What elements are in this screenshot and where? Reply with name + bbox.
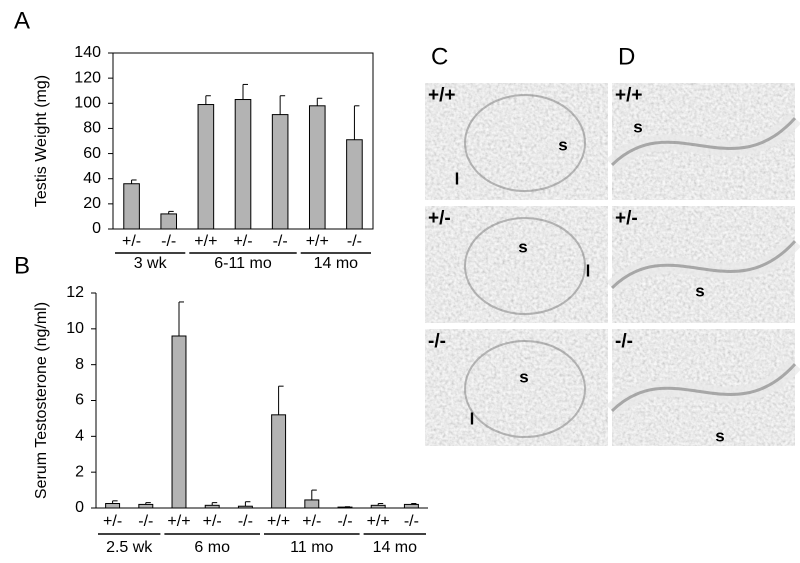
micrograph	[425, 206, 608, 323]
y-tick-label: 60	[83, 145, 101, 162]
x-tick-label: +/+	[167, 513, 190, 530]
group-label: 14 mo	[373, 539, 418, 556]
bar	[271, 414, 287, 509]
x-tick-label: -/-	[337, 513, 352, 530]
tubule	[464, 340, 586, 438]
bar	[237, 505, 253, 509]
bar	[197, 104, 215, 230]
panel-label: B	[14, 252, 30, 279]
bar	[308, 105, 326, 230]
region-mark: s	[633, 117, 642, 136]
region-mark: s	[558, 135, 567, 154]
y-tick-label: 6	[75, 392, 84, 409]
duct-wall	[610, 117, 797, 166]
y-tick-label: 80	[83, 120, 101, 137]
genotype-label: +/-	[428, 208, 451, 229]
genotype-label: +/-	[615, 208, 638, 229]
panel-label: A	[14, 7, 30, 34]
y-tick-label: 100	[74, 95, 101, 112]
duct-wall	[610, 363, 797, 412]
bar	[304, 499, 320, 509]
group-label: 3 wk	[134, 255, 168, 272]
group-label: 11 mo	[290, 539, 333, 556]
region-mark: s	[519, 367, 528, 386]
tubule	[464, 217, 586, 315]
x-tick-label: +/-	[233, 233, 252, 250]
micrograph	[425, 83, 608, 200]
x-tick-label: +/+	[306, 233, 329, 250]
micrograph	[425, 329, 608, 446]
bar	[403, 503, 419, 509]
y-tick-label: 0	[92, 220, 101, 237]
genotype-label: -/-	[428, 331, 446, 352]
genotype-label: +/+	[428, 85, 455, 106]
group-label: 2.5 wk	[106, 539, 153, 556]
bar	[346, 139, 363, 230]
y-tick-label: 0	[75, 499, 84, 516]
region-mark: s	[518, 237, 527, 256]
bar	[138, 503, 154, 509]
y-tick-label: 12	[66, 284, 84, 301]
group-label: 6-11 mo	[214, 255, 272, 272]
y-tick-label: 40	[83, 170, 101, 187]
x-tick-label: -/-	[404, 513, 419, 530]
genotype-label: -/-	[615, 331, 633, 352]
bar	[370, 504, 386, 509]
x-tick-label: -/-	[273, 233, 288, 250]
y-tick-label: 4	[75, 428, 84, 445]
x-tick-label: -/-	[161, 233, 176, 250]
x-tick-label: +/-	[122, 233, 141, 250]
bar	[160, 213, 178, 230]
region-mark: s	[695, 281, 704, 300]
panel-label: C	[431, 43, 448, 70]
bar	[123, 183, 140, 230]
duct-wall	[610, 240, 797, 289]
group-label: 6 mo	[194, 539, 230, 556]
y-tick-label: 120	[74, 69, 101, 86]
y-tick-label: 2	[75, 463, 84, 480]
y-axis-title: Testis Weight (mg)	[33, 75, 50, 207]
region-mark: l	[455, 169, 460, 188]
x-tick-label: +/-	[103, 513, 122, 530]
group-label: 14 mo	[314, 255, 359, 272]
y-axis-title: Serum Testosterone (ng/ml)	[33, 302, 50, 499]
y-tick-label: 20	[83, 195, 101, 212]
x-tick-label: +/-	[302, 513, 321, 530]
bar	[105, 503, 121, 509]
x-tick-label: -/-	[138, 513, 153, 530]
bar	[204, 504, 220, 509]
bar	[271, 114, 289, 230]
region-mark: s	[715, 426, 724, 445]
bar	[234, 99, 252, 230]
x-tick-label: +/+	[267, 513, 290, 530]
x-tick-label: -/-	[238, 513, 253, 530]
x-tick-label: -/-	[347, 233, 362, 250]
y-tick-label: 140	[74, 44, 101, 61]
genotype-label: +/+	[615, 85, 642, 106]
x-tick-label: +/+	[194, 233, 217, 250]
x-tick-label: +/-	[203, 513, 222, 530]
y-tick-label: 8	[75, 356, 84, 373]
panel-label: D	[618, 43, 635, 70]
y-tick-label: 10	[66, 320, 84, 337]
bar	[171, 335, 187, 509]
x-tick-label: +/+	[367, 513, 390, 530]
region-mark: l	[470, 409, 475, 428]
region-mark: l	[586, 261, 591, 280]
tubule	[464, 94, 586, 192]
